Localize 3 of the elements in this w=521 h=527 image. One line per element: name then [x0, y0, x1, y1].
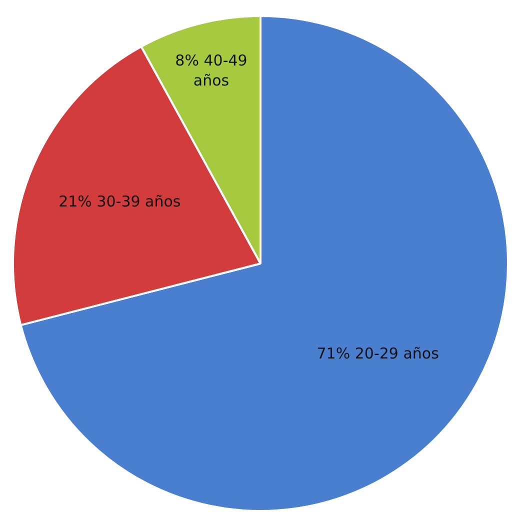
slice-label: 8% 40-49 años	[175, 52, 248, 90]
slice-label: 71% 20-29 años	[316, 344, 440, 362]
slice-label: 21% 30-39 años	[58, 192, 181, 210]
